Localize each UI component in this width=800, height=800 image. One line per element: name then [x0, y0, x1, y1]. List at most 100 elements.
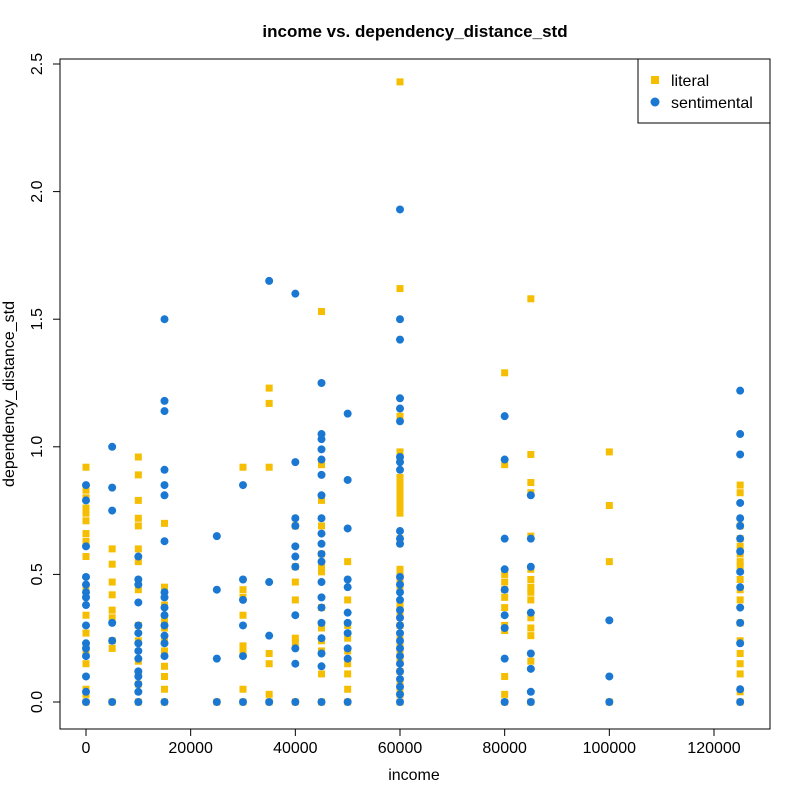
- data-point-sentimental: [108, 442, 117, 451]
- data-point-sentimental: [396, 335, 404, 344]
- data-point-literal: [736, 563, 744, 571]
- data-point-sentimental: [239, 575, 247, 584]
- data-point-sentimental: [396, 404, 404, 413]
- data-points: [82, 78, 745, 706]
- data-point-literal: [318, 624, 325, 632]
- data-point-sentimental: [317, 557, 326, 566]
- data-point-sentimental: [160, 611, 169, 620]
- data-point-literal: [318, 568, 325, 576]
- data-point-literal: [736, 596, 744, 604]
- data-point-sentimental: [265, 578, 274, 587]
- data-point-sentimental: [736, 547, 745, 556]
- data-point-literal: [736, 489, 744, 497]
- data-point-sentimental: [343, 608, 352, 617]
- data-point-literal: [736, 670, 744, 678]
- data-point-sentimental: [317, 539, 326, 548]
- data-point-sentimental: [212, 585, 221, 594]
- data-point-sentimental: [317, 662, 326, 671]
- data-point-literal: [501, 570, 509, 578]
- data-point-literal: [736, 660, 744, 668]
- data-point-sentimental: [317, 603, 326, 612]
- data-point-literal: [527, 624, 535, 632]
- data-point-sentimental: [239, 621, 247, 630]
- data-point-literal: [134, 514, 142, 522]
- data-point-sentimental: [134, 698, 143, 706]
- data-point-literal: [736, 576, 744, 584]
- data-point-literal: [396, 473, 404, 481]
- data-point-sentimental: [396, 675, 404, 684]
- data-point-literal: [318, 563, 325, 571]
- data-point-sentimental: [82, 572, 90, 581]
- data-point-literal: [396, 601, 404, 609]
- data-point-sentimental: [239, 481, 247, 490]
- data-point-literal: [605, 558, 613, 566]
- data-point-sentimental: [396, 465, 404, 474]
- data-point-sentimental: [160, 396, 169, 405]
- data-point-sentimental: [317, 634, 326, 643]
- y-tick-label: 1.0: [29, 436, 46, 458]
- data-point-sentimental: [160, 481, 169, 490]
- data-point-literal: [108, 545, 116, 553]
- data-point-sentimental: [291, 289, 300, 298]
- data-point-literal: [501, 593, 509, 601]
- data-point-literal: [134, 586, 142, 594]
- data-point-sentimental: [317, 578, 326, 587]
- data-point-sentimental: [736, 514, 745, 523]
- data-point-literal: [108, 614, 116, 622]
- legend-label: literal: [671, 73, 709, 90]
- data-point-sentimental: [317, 491, 326, 500]
- data-point-sentimental: [736, 521, 745, 530]
- data-point-sentimental: [160, 631, 169, 640]
- data-point-sentimental: [82, 580, 90, 589]
- data-point-literal: [527, 479, 535, 487]
- data-point-sentimental: [82, 621, 90, 630]
- data-point-sentimental: [239, 698, 247, 706]
- data-point-sentimental: [343, 524, 352, 533]
- data-point-literal: [344, 634, 352, 642]
- data-point-literal: [161, 672, 168, 680]
- data-point-literal: [161, 685, 168, 693]
- data-point-sentimental: [82, 687, 90, 696]
- data-point-literal: [82, 463, 90, 471]
- data-point-sentimental: [500, 654, 509, 663]
- data-point-sentimental: [212, 698, 221, 706]
- x-tick-label: 0: [82, 740, 91, 757]
- data-point-sentimental: [317, 435, 326, 444]
- data-point-sentimental: [291, 521, 300, 530]
- data-point-literal: [344, 660, 352, 668]
- data-point-sentimental: [396, 417, 404, 426]
- data-point-literal: [82, 509, 90, 517]
- data-point-literal: [82, 486, 90, 494]
- data-point-sentimental: [396, 588, 404, 597]
- data-point-sentimental: [212, 532, 221, 541]
- data-point-sentimental: [343, 583, 352, 592]
- data-point-sentimental: [396, 690, 404, 699]
- data-point-literal: [82, 517, 90, 525]
- data-point-literal: [396, 504, 404, 512]
- data-point-sentimental: [160, 407, 169, 416]
- data-point-sentimental: [343, 644, 352, 653]
- data-point-sentimental: [82, 652, 90, 661]
- x-axis-title: income: [388, 767, 440, 784]
- data-point-sentimental: [500, 534, 509, 543]
- data-point-literal: [239, 611, 247, 619]
- data-point-literal: [396, 479, 404, 487]
- data-point-sentimental: [396, 580, 404, 589]
- data-point-literal: [501, 690, 509, 698]
- data-point-sentimental: [396, 527, 404, 536]
- data-point-literal: [82, 530, 90, 538]
- x-tick-label: 60000: [378, 740, 423, 757]
- legend: literal sentimental: [637, 58, 771, 124]
- data-point-sentimental: [108, 698, 117, 706]
- y-tick-label: 0.0: [29, 691, 46, 713]
- x-tick-label: 100000: [583, 740, 636, 757]
- data-point-literal: [291, 634, 299, 642]
- data-point-sentimental: [265, 698, 274, 706]
- data-point-literal: [527, 632, 535, 640]
- data-point-sentimental: [396, 539, 404, 548]
- data-point-sentimental: [396, 205, 404, 214]
- data-point-literal: [239, 647, 247, 655]
- data-point-sentimental: [160, 465, 169, 474]
- data-point-sentimental: [160, 593, 169, 602]
